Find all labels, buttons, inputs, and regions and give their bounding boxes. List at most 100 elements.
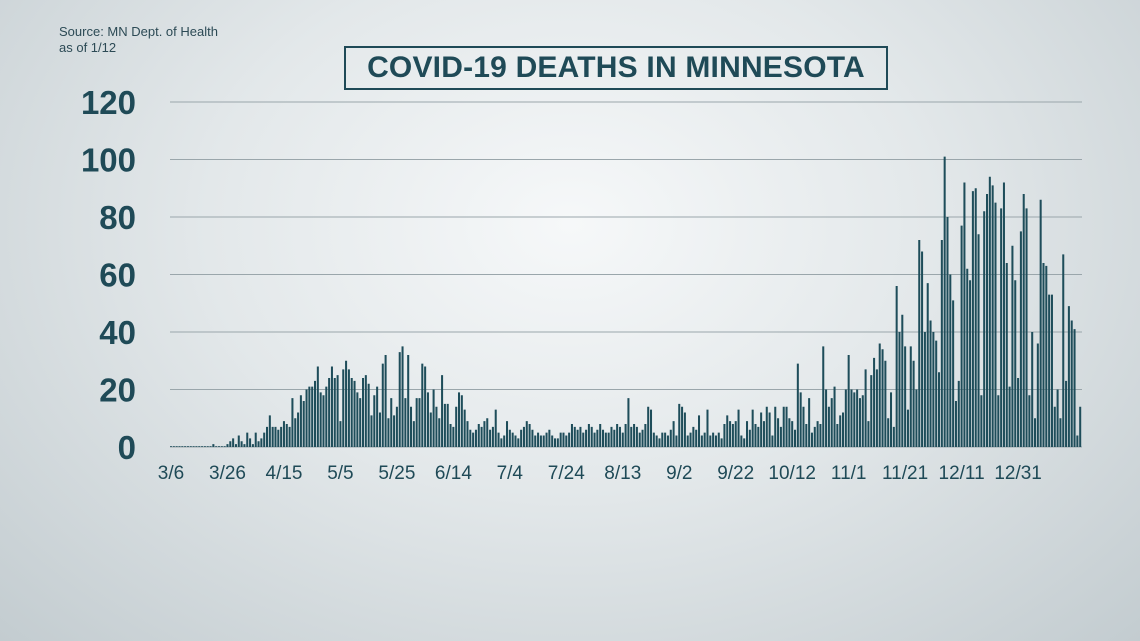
x-tick-label: 4/15 [266, 463, 303, 484]
bar [966, 268, 969, 447]
bar [1019, 231, 1022, 448]
x-tick-label: 11/1 [831, 463, 867, 484]
bar [1000, 208, 1003, 448]
bar [714, 435, 717, 447]
bar [189, 446, 192, 447]
bar [906, 409, 909, 448]
bar [268, 415, 271, 448]
x-tick-label: 9/2 [666, 463, 692, 484]
bar [709, 435, 712, 447]
y-tick-label: 0 [118, 429, 136, 466]
bar [675, 435, 678, 447]
bar [494, 409, 497, 448]
bar [788, 418, 791, 447]
y-tick-label: 20 [99, 372, 136, 409]
bar [170, 446, 173, 447]
x-tick-label: 3/6 [158, 463, 184, 484]
bar [251, 444, 254, 448]
bar [1067, 306, 1070, 448]
bar [472, 432, 475, 448]
bar [531, 429, 534, 447]
bar [548, 429, 551, 447]
bar [223, 446, 226, 447]
bar [432, 389, 435, 447]
bar [613, 429, 616, 447]
bar [266, 426, 269, 448]
bar [395, 406, 398, 447]
bar [282, 421, 285, 448]
bar [585, 429, 588, 447]
bar [359, 398, 362, 448]
bar [870, 375, 873, 448]
bar [681, 406, 684, 447]
bar [1050, 294, 1053, 448]
bar [463, 409, 466, 448]
bar [517, 438, 520, 448]
bar [562, 432, 565, 448]
bar [294, 418, 297, 447]
bar [350, 378, 353, 447]
bar [986, 194, 989, 447]
bar [816, 421, 819, 448]
bar [1073, 329, 1076, 448]
bar [542, 435, 545, 447]
bar [480, 426, 483, 448]
bar [856, 389, 859, 447]
bar [438, 418, 441, 447]
bar [1053, 406, 1056, 447]
bar [291, 398, 294, 448]
bar [376, 386, 379, 448]
bar [748, 429, 751, 447]
bar [977, 234, 980, 447]
bar [655, 435, 658, 447]
bar [1065, 380, 1068, 448]
bar [455, 406, 458, 447]
bar [195, 446, 198, 447]
chart-title: COVID-19 DEATHS IN MINNESOTA [367, 51, 865, 84]
bar [723, 424, 726, 447]
bar [234, 444, 237, 448]
bar [537, 432, 540, 448]
bar [181, 446, 184, 447]
bar [356, 392, 359, 448]
bar [1031, 332, 1034, 447]
bar [342, 369, 345, 448]
bar [836, 424, 839, 447]
bar [635, 426, 638, 448]
bar [579, 426, 582, 448]
bar [415, 398, 418, 448]
bar [904, 346, 907, 448]
bar [175, 446, 178, 447]
x-tick-label: 8/13 [604, 463, 641, 484]
bar [1002, 182, 1005, 447]
as-of-line: as of 1/12 [59, 40, 117, 55]
bar [534, 435, 537, 447]
bar [734, 421, 737, 448]
bar [887, 418, 890, 447]
bar [522, 426, 525, 448]
bar [923, 332, 926, 447]
bar [333, 378, 336, 447]
bar [994, 202, 997, 448]
bar [774, 406, 777, 447]
bar [525, 421, 528, 448]
bar [520, 429, 523, 447]
bar [1042, 263, 1045, 447]
x-tick-label: 9/22 [717, 463, 754, 484]
bar [873, 357, 876, 448]
bar [867, 421, 870, 448]
bar [257, 441, 260, 447]
bar [782, 406, 785, 447]
bar [678, 403, 681, 448]
bar [700, 435, 703, 447]
x-tick-label: 10/12 [768, 463, 816, 484]
bar [514, 435, 517, 447]
bar [988, 176, 991, 447]
bar [754, 424, 757, 447]
bar [627, 398, 630, 448]
source-note: Source: MN Dept. of Health as of 1/12 [59, 24, 218, 56]
bar [672, 421, 675, 448]
bar [683, 412, 686, 447]
